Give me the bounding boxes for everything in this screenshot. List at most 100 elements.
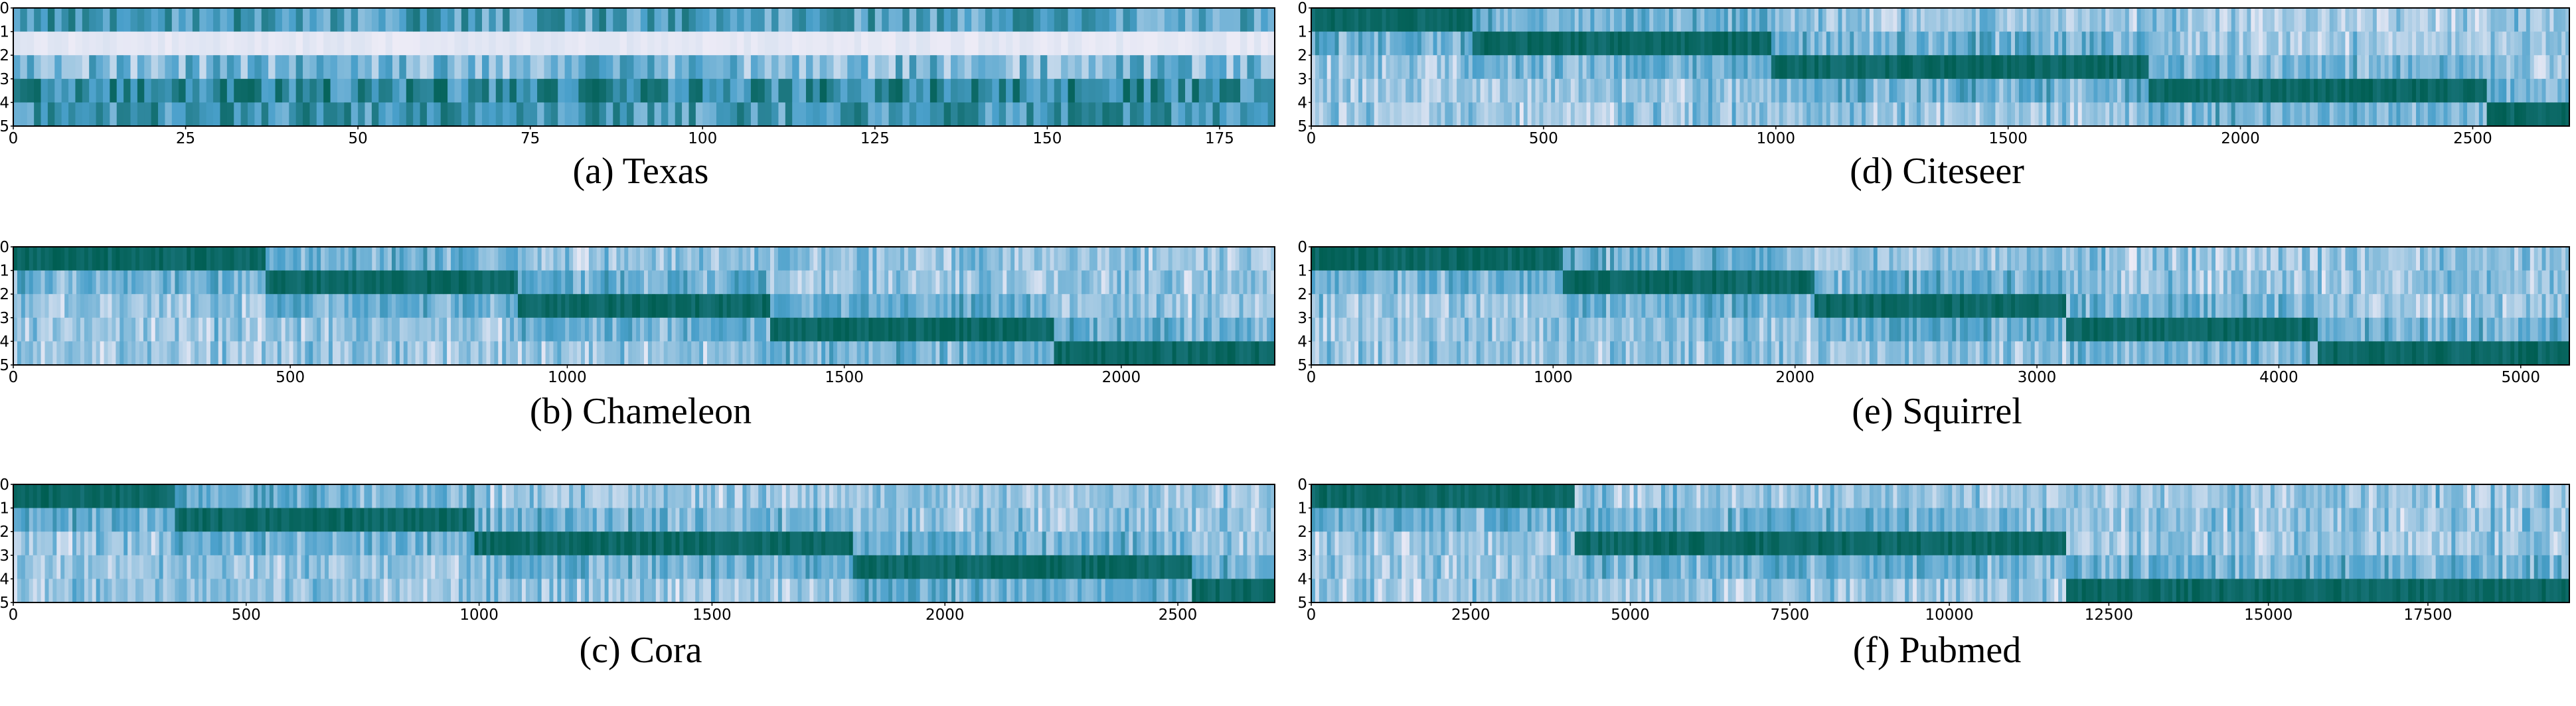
heatmap-cell: [809, 579, 814, 603]
heatmap-cell: [159, 247, 164, 271]
heatmap-cell: [971, 508, 976, 532]
heatmap-cell: [521, 341, 526, 366]
heatmap-cell: [510, 341, 515, 366]
heatmap-cell: [1739, 78, 1744, 103]
heatmap-cell: [640, 484, 645, 509]
heatmap-cell: [1259, 484, 1263, 509]
heatmap-cell: [1350, 102, 1355, 127]
heatmap-cell: [1042, 484, 1047, 509]
heatmap-cell: [577, 294, 582, 318]
heatmap-cell: [923, 55, 931, 80]
heatmap-cell: [1086, 555, 1090, 579]
heatmap-cell: [110, 78, 118, 103]
heatmap-cell: [675, 531, 681, 556]
heatmap-cell: [1610, 8, 1615, 33]
heatmap-cell: [1061, 102, 1069, 127]
heatmap-cell: [1637, 55, 1643, 80]
heatmap-cell: [613, 102, 621, 127]
heatmap-cell: [1082, 484, 1086, 509]
heatmap-cell: [726, 270, 732, 295]
heatmap-cell: [987, 317, 992, 342]
heatmap-cell: [1696, 8, 1701, 33]
heatmap-cell: [813, 55, 821, 80]
heatmap-cell: [577, 484, 582, 509]
heatmap-cell: [659, 484, 665, 509]
heatmap-cell: [978, 8, 986, 33]
heatmap-cell: [1058, 579, 1062, 603]
heatmap-cell: [1066, 555, 1070, 579]
heatmap-cell: [427, 294, 432, 318]
heatmap-cell: [781, 508, 787, 532]
heatmap-cell: [281, 247, 286, 271]
heatmap-cell: [616, 294, 621, 318]
heatmap-cell: [1720, 55, 1725, 80]
heatmap-cell: [1885, 55, 1890, 80]
heatmap-cell: [829, 317, 834, 342]
heatmap-cell: [703, 317, 708, 342]
heatmap-cell: [789, 531, 795, 556]
heatmap-cell: [1042, 555, 1047, 579]
heatmap-cell: [1137, 508, 1141, 532]
heatmap-cell: [525, 317, 530, 342]
heatmap-cell: [856, 484, 862, 509]
heatmap-cell: [817, 484, 822, 509]
heatmap-cell: [1097, 317, 1102, 342]
heatmap-cell: [1858, 55, 1862, 80]
heatmap-cell: [435, 270, 440, 295]
heatmap-cell: [730, 55, 738, 80]
heatmap-cell: [489, 31, 497, 56]
heatmap-cell: [781, 579, 787, 603]
heatmap-cell: [675, 270, 681, 295]
heatmap-cell: [813, 508, 818, 532]
heatmap-cell: [1720, 102, 1725, 127]
heatmap-cell: [1433, 8, 1438, 33]
heatmap-cell: [1496, 8, 1500, 33]
heatmap-cell: [675, 8, 683, 33]
heatmap-cell: [163, 508, 168, 532]
heatmap-cell: [76, 531, 81, 556]
heatmap-cell: [1068, 78, 1076, 103]
heatmap-cell: [47, 55, 55, 80]
heatmap-cell: [1006, 317, 1011, 342]
heatmap-cell: [518, 247, 523, 271]
heatmap-cell: [1771, 8, 1776, 33]
heatmap-cell: [912, 531, 917, 556]
heatmap-cell: [651, 294, 657, 318]
heatmap-cell: [489, 55, 497, 80]
heatmap-cell: [1038, 531, 1043, 556]
heatmap-cell: [76, 270, 81, 295]
heatmap-cell: [175, 484, 179, 509]
heatmap-cell: [1327, 102, 1332, 127]
heatmap-cell: [1137, 555, 1141, 579]
heatmap-cell: [1030, 579, 1035, 603]
heatmap-cell: [13, 247, 18, 271]
heatmap-cell: [1255, 317, 1259, 342]
heatmap-cell: [1109, 341, 1114, 366]
heatmap-cell: [1050, 579, 1055, 603]
heatmap-cell: [151, 102, 159, 127]
heatmap-cell: [571, 78, 579, 103]
heatmap-cell: [1920, 31, 1925, 56]
heatmap-cell: [388, 270, 392, 295]
heatmap-cell: [248, 8, 255, 33]
heatmap-cell: [368, 484, 372, 509]
heatmap-cell: [1156, 294, 1161, 318]
heatmap-cell: [1093, 484, 1098, 509]
heatmap-cell: [616, 270, 621, 295]
heatmap-cell: [999, 531, 1003, 556]
heatmap-cell: [644, 341, 649, 366]
heatmap-cell: [872, 531, 877, 556]
heatmap-cell: [530, 31, 538, 56]
heatmap-cell: [1078, 317, 1082, 342]
heatmap-cell: [89, 55, 97, 80]
heatmap-cell: [340, 484, 345, 509]
heatmap-cell: [1034, 294, 1039, 318]
heatmap-cell: [1206, 31, 1214, 56]
heatmap-cell: [1172, 531, 1177, 556]
x-tick-label: 1000: [459, 606, 499, 624]
heatmap-cell: [1610, 55, 1615, 80]
heatmap-cell: [406, 31, 414, 56]
heatmap-cell: [1728, 102, 1733, 127]
heatmap-cell: [1787, 78, 1792, 103]
heatmap-cell: [1200, 247, 1204, 271]
